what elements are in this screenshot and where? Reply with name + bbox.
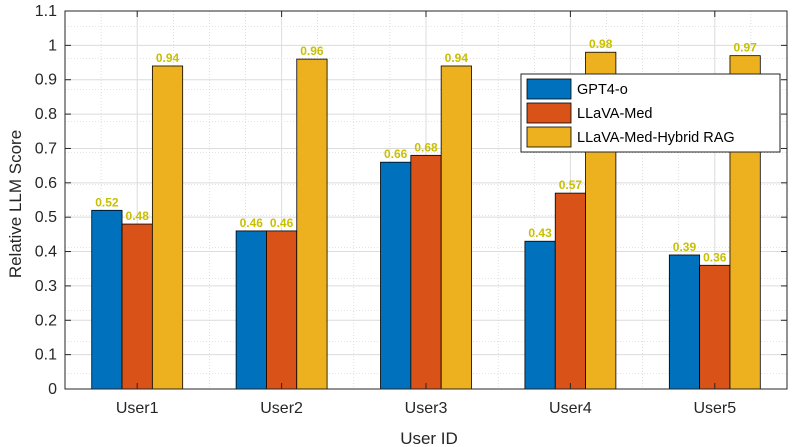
y-tick-label: 0.6 <box>35 175 57 192</box>
bar <box>266 230 298 390</box>
y-tick-label: 0.7 <box>35 140 57 157</box>
y-tick-label: 0.8 <box>35 106 57 123</box>
data-label: 0.66 <box>384 147 408 161</box>
data-label: 0.57 <box>559 178 583 192</box>
bar <box>410 154 442 390</box>
bar <box>296 58 328 390</box>
legend-swatch <box>526 126 572 148</box>
data-label: 0.97 <box>733 41 757 55</box>
legend-entry: LLaVA-Med-Hybrid RAG <box>577 130 735 146</box>
data-label: 0.94 <box>445 51 469 65</box>
bar <box>235 230 267 390</box>
data-label: 0.46 <box>270 216 294 230</box>
y-tick-label: 0.9 <box>35 72 57 89</box>
data-label: 0.98 <box>589 37 613 51</box>
x-tick-labels: User1 User2 User3 User4 User5 <box>116 400 736 417</box>
data-label: 0.39 <box>673 240 697 254</box>
axes <box>64 10 788 390</box>
x-tick-label: User5 <box>693 400 736 417</box>
y-tick-label: 1.1 <box>35 3 57 20</box>
x-tick-label: User2 <box>260 400 303 417</box>
bar <box>440 65 472 390</box>
bar <box>151 65 184 390</box>
data-label: 0.52 <box>95 195 119 209</box>
y-tick-label: 1 <box>48 37 57 54</box>
y-tick-label: 0 <box>48 381 57 398</box>
bar <box>380 161 412 390</box>
bar <box>699 264 731 390</box>
y-tick-label: 0.5 <box>35 209 57 226</box>
legend-entry: GPT4-o <box>577 82 628 98</box>
data-label: 0.46 <box>240 216 264 230</box>
x-tick-label: User1 <box>116 400 159 417</box>
data-labels: 0.52 0.46 0.66 0.43 0.39 0.48 0.46 0.68 0.57 0.36… <box>95 37 757 264</box>
data-label: 0.36 <box>703 250 727 264</box>
y-axis-title: Relative LLM Score <box>6 130 25 278</box>
y-tick-label: 0.1 <box>35 347 57 364</box>
x-tick-label: User4 <box>549 400 592 417</box>
data-label: 0.94 <box>156 51 180 65</box>
y-tick-labels: 0 0.1 0.2 0.3 0.4 0.5 0.6 0.7 0.8 0.9 1 1.1 <box>35 3 57 398</box>
legend-swatch <box>526 78 572 100</box>
data-label: 0.96 <box>300 44 324 58</box>
bar <box>668 254 701 390</box>
bar <box>554 192 586 390</box>
x-axis-title: User ID <box>400 429 458 447</box>
x-tick-label: User3 <box>405 400 448 417</box>
bar <box>121 223 153 390</box>
y-tick-label: 0.4 <box>35 244 57 261</box>
bar <box>91 209 123 390</box>
data-label: 0.68 <box>414 140 438 154</box>
bar <box>524 240 556 390</box>
bars <box>91 51 761 390</box>
y-tick-label: 0.2 <box>35 312 57 329</box>
legend-entry: LLaVA-Med <box>577 106 653 122</box>
y-tick-label: 0.3 <box>35 278 57 295</box>
legend-swatch <box>526 102 572 124</box>
data-label: 0.48 <box>126 209 150 223</box>
legend: GPT4-o LLaVA-Med LLaVA-Med-Hybrid RAG <box>520 73 781 153</box>
data-label: 0.43 <box>528 226 552 240</box>
